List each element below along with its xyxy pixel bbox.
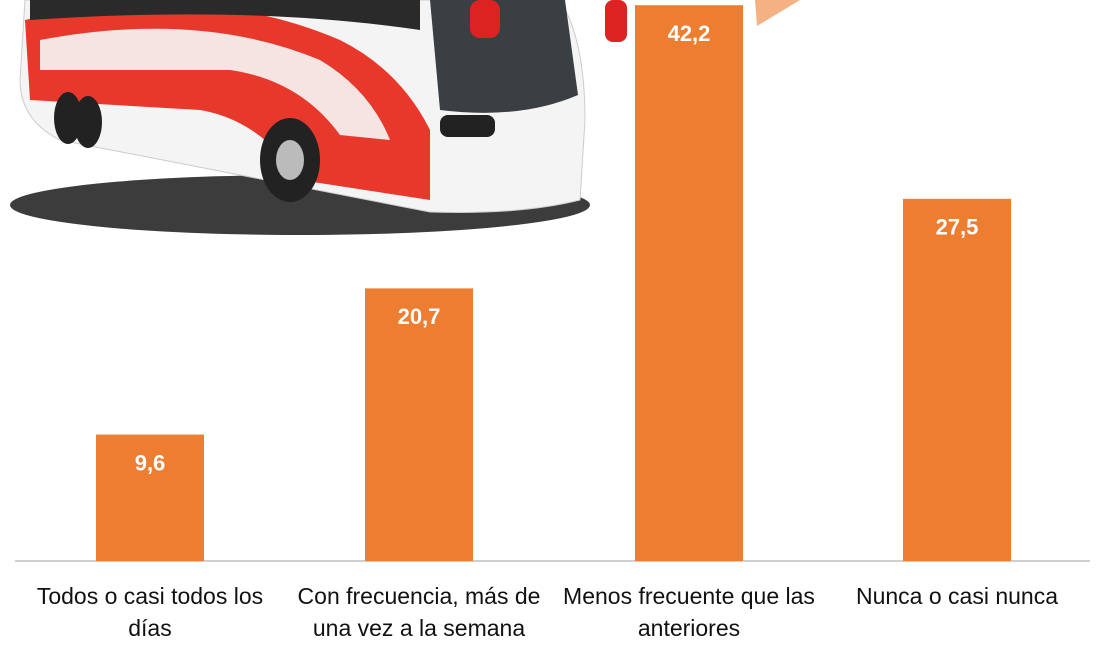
bar xyxy=(365,288,473,561)
value-label: 20,7 xyxy=(398,304,441,329)
bus-illustration xyxy=(10,0,627,235)
value-label: 42,2 xyxy=(668,21,711,46)
bar xyxy=(635,5,743,561)
x-tick-label: Todos o casi todos los días xyxy=(36,583,264,641)
x-tick-label: Con frecuencia, más de una vez a la sema… xyxy=(297,583,541,641)
value-label: 9,6 xyxy=(135,450,166,475)
x-tick-label: Menos frecuente que las anteriores xyxy=(563,583,815,641)
bar xyxy=(96,434,204,561)
bar xyxy=(903,198,1011,561)
value-label: 27,5 xyxy=(936,215,979,240)
x-tick-label: Nunca o casi nunca xyxy=(855,583,1058,609)
decoration xyxy=(755,0,800,26)
